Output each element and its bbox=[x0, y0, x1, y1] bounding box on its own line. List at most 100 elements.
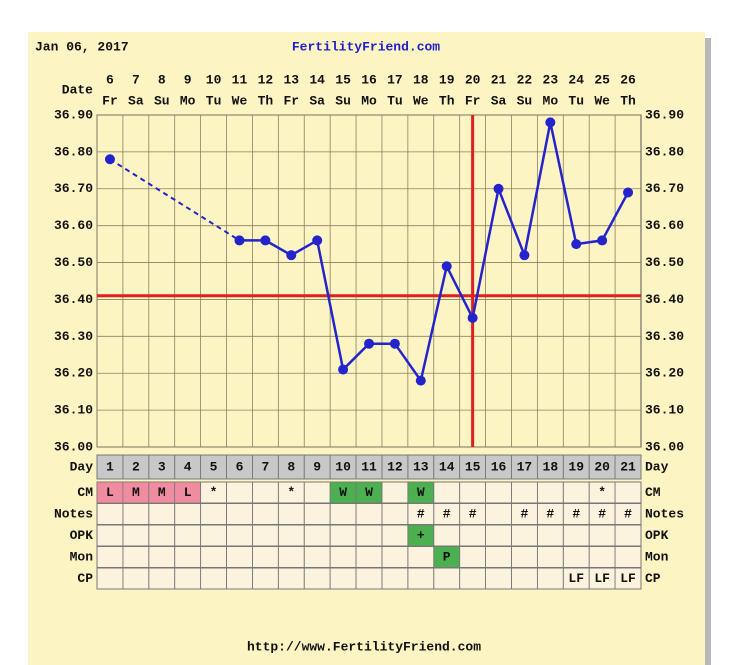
cell-text: 13 bbox=[413, 459, 429, 474]
chart-date: Jan 06, 2017 bbox=[35, 39, 129, 54]
temperature-point bbox=[234, 235, 245, 246]
date-tick-label: 20 bbox=[465, 72, 481, 87]
y-tick-label: 36.00 bbox=[54, 439, 93, 454]
cell-text: M bbox=[158, 485, 166, 500]
cell-text: 12 bbox=[387, 459, 403, 474]
cell-text: LF bbox=[568, 571, 584, 586]
row-background bbox=[96, 503, 642, 525]
weekday-label: Th bbox=[258, 93, 274, 108]
cell-text: 7 bbox=[261, 459, 269, 474]
row-label: OPK bbox=[70, 528, 94, 543]
date-label: Date bbox=[62, 82, 93, 97]
temperature-point bbox=[441, 261, 452, 272]
y-tick-label: 36.20 bbox=[54, 366, 93, 381]
weekday-label: Mo bbox=[361, 93, 377, 108]
y2-tick-label: 36.60 bbox=[645, 218, 684, 233]
cell-text: W bbox=[339, 485, 347, 500]
date-tick-label: 11 bbox=[232, 72, 248, 87]
date-tick-label: 18 bbox=[413, 72, 429, 87]
y2-tick-label: 36.00 bbox=[645, 439, 684, 454]
temperature-point bbox=[364, 338, 374, 349]
row-background bbox=[96, 546, 642, 568]
cell-text: W bbox=[365, 485, 373, 500]
row-label: Day bbox=[70, 459, 94, 474]
cell-text: + bbox=[417, 528, 425, 543]
cell-text: 17 bbox=[517, 459, 533, 474]
y-tick-label: 36.80 bbox=[54, 144, 93, 159]
row-label-right: CP bbox=[645, 571, 661, 586]
weekday-label: Sa bbox=[128, 93, 144, 108]
y2-tick-label: 36.50 bbox=[645, 255, 684, 270]
row-label: Notes bbox=[54, 506, 93, 521]
table-cell bbox=[614, 567, 642, 590]
y2-tick-label: 36.40 bbox=[645, 292, 684, 307]
weekday-label: Th bbox=[620, 93, 636, 108]
date-tick-label: 22 bbox=[517, 72, 533, 87]
cell-text: 2 bbox=[132, 459, 140, 474]
date-tick-label: 6 bbox=[106, 72, 114, 87]
cell-text: 14 bbox=[439, 459, 455, 474]
cell-text: # bbox=[521, 506, 529, 521]
cell-text: 3 bbox=[158, 459, 166, 474]
y2-tick-label: 36.10 bbox=[645, 403, 684, 418]
row-label-right: Mon bbox=[645, 549, 669, 564]
temperature-point bbox=[597, 235, 608, 246]
footer: http://www.FertilityFriend.com bbox=[247, 639, 481, 654]
weekday-label: Mo bbox=[180, 93, 196, 108]
temperature-point bbox=[260, 235, 271, 246]
cell-text: 16 bbox=[491, 459, 507, 474]
row-label-right: CM bbox=[645, 485, 661, 500]
cell-text: 9 bbox=[313, 459, 321, 474]
cell-text: LF bbox=[620, 571, 636, 586]
row-label: CM bbox=[77, 485, 93, 500]
row-label: CP bbox=[77, 571, 93, 586]
cell-text: 18 bbox=[543, 459, 559, 474]
weekday-label: Su bbox=[517, 93, 533, 108]
cell-text: 10 bbox=[335, 459, 351, 474]
cell-text: 1 bbox=[106, 459, 114, 474]
cell-text: 8 bbox=[287, 459, 295, 474]
cell-text: LF bbox=[594, 571, 610, 586]
y-tick-label: 36.40 bbox=[54, 292, 93, 307]
cell-text: 11 bbox=[361, 459, 377, 474]
temperature-point bbox=[493, 183, 504, 194]
y-tick-label: 36.50 bbox=[54, 255, 93, 270]
cell-text: 19 bbox=[568, 459, 584, 474]
weekday-label: Fr bbox=[283, 93, 299, 108]
row-label-right: OPK bbox=[645, 528, 669, 543]
temperature-point bbox=[415, 375, 426, 386]
y-tick-label: 36.90 bbox=[54, 107, 93, 122]
date-tick-label: 14 bbox=[309, 72, 325, 87]
weekday-label: Mo bbox=[543, 93, 559, 108]
temperature-point bbox=[545, 117, 556, 128]
cell-text: * bbox=[210, 485, 218, 500]
cell-text: # bbox=[546, 506, 554, 521]
cell-text: * bbox=[598, 485, 606, 500]
temperature-point bbox=[104, 154, 115, 165]
cell-text: # bbox=[469, 506, 477, 521]
row-background bbox=[96, 454, 642, 480]
y2-tick-label: 36.30 bbox=[645, 329, 684, 344]
y-tick-label: 36.60 bbox=[54, 218, 93, 233]
weekday-label: Sa bbox=[491, 93, 507, 108]
cell-text: # bbox=[624, 506, 632, 521]
cell-text: W bbox=[417, 485, 425, 500]
plot-area bbox=[96, 114, 642, 448]
row-label-right: Day bbox=[645, 459, 669, 474]
temperature-point bbox=[519, 250, 530, 261]
weekday-label: Th bbox=[439, 93, 455, 108]
weekday-label: We bbox=[413, 93, 429, 108]
cell-text: 20 bbox=[594, 459, 610, 474]
temperature-point bbox=[312, 235, 323, 246]
date-tick-label: 24 bbox=[568, 72, 584, 87]
date-tick-label: 21 bbox=[491, 72, 507, 87]
cell-text: 21 bbox=[620, 459, 636, 474]
weekday-label: We bbox=[594, 93, 610, 108]
temperature-point bbox=[389, 338, 400, 349]
weekday-label: Sa bbox=[309, 93, 325, 108]
cell-text: # bbox=[572, 506, 580, 521]
cell-text: # bbox=[417, 506, 425, 521]
weekday-label: Fr bbox=[102, 93, 118, 108]
date-tick-label: 12 bbox=[258, 72, 274, 87]
